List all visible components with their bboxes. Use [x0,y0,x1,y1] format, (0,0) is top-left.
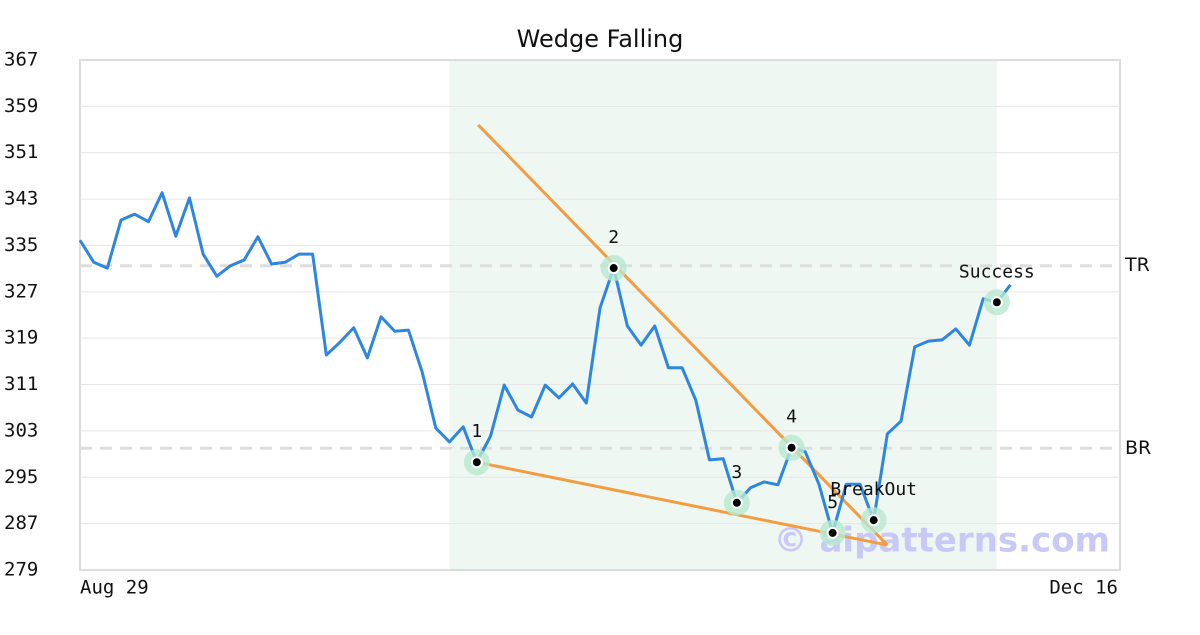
pattern-point-label: 5 [827,492,838,513]
plot-border [79,59,1121,571]
price-line [78,191,1012,535]
shaded-region [449,60,997,570]
y-tick-label: 303 [4,419,38,441]
pattern-point-label: BreakOut [830,479,917,500]
level-label: TR [1124,254,1150,276]
y-tick-label: 343 [4,188,38,210]
y-tick-label: 295 [4,466,38,488]
pattern-point [730,496,743,509]
pattern-point-label: Success [959,261,1035,282]
trend-line [476,460,888,547]
pattern-point [470,456,483,469]
pattern-point-label: 3 [731,462,742,483]
y-tick-label: 327 [4,280,38,302]
pattern-point [785,441,798,454]
y-tick-label: 335 [4,234,38,256]
chart-title: Wedge Falling [517,25,684,53]
pattern-point [607,262,620,275]
y-tick-label: 351 [4,141,38,163]
pattern-point-label: 1 [471,421,482,442]
y-tick-label: 311 [4,373,38,395]
pattern-point [867,514,880,527]
pattern-point-label: 2 [608,227,619,248]
y-tick-label: 319 [4,327,38,349]
pattern-point-label: 4 [786,407,797,428]
x-tick-label: Dec 16 [1049,577,1118,599]
pattern-point [826,526,839,539]
pattern-point [990,296,1003,309]
y-tick-label: 287 [4,512,38,534]
y-tick-label: 359 [4,95,38,117]
trend-line [477,123,889,547]
level-label: BR [1125,437,1151,459]
y-tick-label: 367 [4,49,38,71]
x-tick-label: Aug 29 [80,577,149,599]
y-tick-label: 279 [4,559,38,581]
